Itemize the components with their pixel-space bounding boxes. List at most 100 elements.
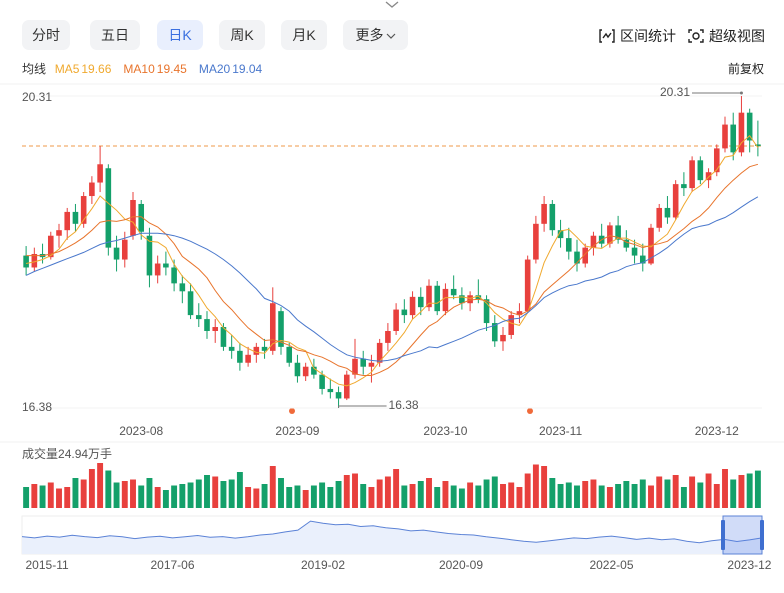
candle-body [39,253,46,258]
candle-body [467,295,473,304]
volume-bar [171,485,178,508]
volume-bar [631,484,638,508]
volume-bar [722,469,728,508]
candle-body [113,247,120,260]
candle-body [121,239,128,260]
candle-body [417,296,424,308]
volume-bar [64,487,71,508]
volume-value: 24.94 [58,447,88,461]
tab[interactable]: 五日 [90,20,140,50]
candle-body [483,299,490,324]
x-tick-label: 2023-08 [119,424,163,438]
navigator-brush[interactable] [721,515,764,555]
candle-body [343,374,350,399]
tab-label: 更多 [355,27,384,43]
event-dot[interactable] [527,408,533,414]
candle-body [656,207,663,228]
candle-body [533,223,539,260]
navigator-label: 2017-06 [150,558,194,572]
x-tick-label: 2023-10 [423,424,467,438]
volume-bar [606,487,613,508]
volume-bar [500,484,506,508]
candle-body [574,251,580,264]
candle-body [755,144,761,147]
volume-bar [401,485,408,508]
volume-bar [409,484,416,508]
volume-bar [565,482,572,508]
navigator-label: 2015-11 [26,558,69,572]
candle-body [508,315,515,335]
candle-body [105,168,112,248]
legend-value: 19.45 [156,62,187,76]
min-leader [338,405,387,408]
candle-body [475,295,482,300]
volume-bar [475,485,482,508]
volume-bar [204,475,210,508]
volume-bar [426,478,432,508]
range-stats-button[interactable]: 区间统计 [599,26,676,46]
y-tick-label: 20.31 [22,90,52,104]
candle-body [360,358,367,367]
candle-body [311,366,317,375]
candle-body [302,366,309,377]
ma-line [26,163,759,376]
volume-bar [648,485,654,508]
candle-body [442,288,449,312]
candle-body [335,392,342,399]
candle-body [648,227,654,264]
volume-bar [705,473,712,508]
candle-body [631,247,638,256]
candle-body [722,124,728,149]
volume-bar [179,484,186,508]
volume-bar [97,463,104,508]
volume-bar [56,488,62,508]
candle-body [426,285,432,308]
ma-line [26,134,759,387]
candle-body [179,283,186,292]
tool-label: 区间统计 [620,28,676,44]
volume-bar [697,482,704,508]
volume-bar [384,476,391,508]
volume-bar [746,473,753,508]
tab[interactable]: 周K [219,20,265,50]
adjust-mode[interactable]: 前复权 [728,60,764,77]
volume-bar [220,481,227,508]
super-view-button[interactable]: 超级视图 [688,26,765,46]
candle-body [204,319,210,331]
candle-body [557,230,564,239]
volume-bar [557,484,564,508]
tab[interactable]: 日K [157,20,203,50]
tab[interactable]: 月K [281,20,327,50]
tab-label: 五日 [101,27,129,43]
candle-body [582,247,589,264]
ma-line [25,196,759,362]
volume-bar [327,487,334,508]
candle-body [245,354,251,363]
volume-bar [228,479,235,508]
tab[interactable]: 分时 [22,20,70,50]
candle-body [171,267,177,284]
event-dot[interactable] [289,408,295,414]
candle-body [195,315,202,320]
candle-body [705,172,712,181]
candle-body [376,342,383,363]
volume-bar [278,478,284,508]
candle-body [565,238,572,252]
collapse-chevron[interactable] [0,0,784,14]
volume-bar [672,475,679,508]
candle-body [459,295,465,304]
tab[interactable]: 更多 [343,20,408,50]
volume-bar [121,481,128,508]
candle-body [639,255,646,264]
candle-body [72,211,79,224]
volume-bar [138,485,145,508]
volume-bar [516,487,523,508]
candle-body [89,182,95,197]
candle-body [130,200,136,236]
candle-body [672,184,679,218]
volume-bar [352,473,358,508]
volume-bar [23,487,30,508]
volume-unit: 万手 [88,447,112,461]
volume-bar [343,475,350,508]
volume-bar [582,481,589,508]
